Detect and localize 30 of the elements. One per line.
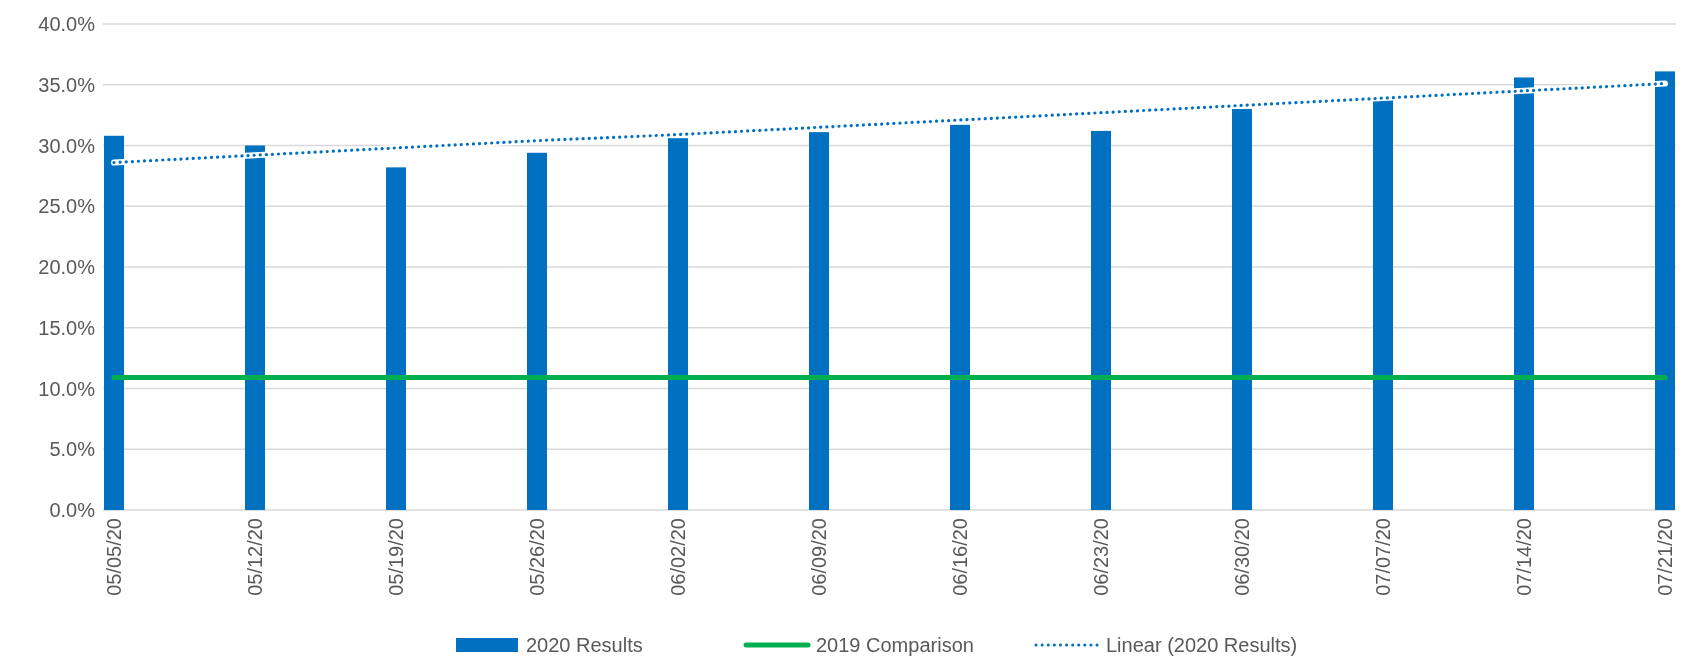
y-tick-label: 0.0% xyxy=(49,499,96,521)
x-tick-label: 07/07/20 xyxy=(1372,518,1394,596)
y-tick-label: 5.0% xyxy=(49,438,96,461)
x-tick-label: 05/19/20 xyxy=(385,518,407,596)
x-tick-label: 06/30/20 xyxy=(1231,518,1253,596)
bar xyxy=(1091,130,1111,510)
bar xyxy=(1232,109,1252,510)
y-tick-label: 15.0% xyxy=(38,316,96,339)
bar xyxy=(950,124,970,510)
y-tick-label: 30.0% xyxy=(38,134,96,157)
legend-label: 2019 Comparison xyxy=(816,634,974,656)
y-tick-label: 35.0% xyxy=(38,73,96,96)
y-tick-label: 40.0% xyxy=(38,13,96,35)
x-tick-label: 05/05/20 xyxy=(103,518,125,596)
legend-label: Linear (2020 Results) xyxy=(1106,634,1298,656)
y-tick-label: 10.0% xyxy=(38,377,96,400)
bar xyxy=(527,152,547,510)
x-tick-label: 07/14/20 xyxy=(1513,518,1535,596)
bar xyxy=(809,132,829,510)
bar xyxy=(386,167,406,510)
y-tick-label: 25.0% xyxy=(38,195,96,218)
x-tick-label: 06/23/20 xyxy=(1090,518,1112,596)
x-tick-label: 06/09/20 xyxy=(808,518,830,596)
x-tick-label: 06/16/20 xyxy=(949,518,971,596)
x-tick-label: 06/02/20 xyxy=(667,518,689,596)
x-tick-label: 07/21/20 xyxy=(1654,518,1676,596)
legend-label: 2020 Results xyxy=(526,634,643,656)
x-tick-label: 05/26/20 xyxy=(526,518,548,596)
x-tick-label: 05/12/20 xyxy=(244,518,266,596)
y-tick-label: 20.0% xyxy=(38,256,96,278)
